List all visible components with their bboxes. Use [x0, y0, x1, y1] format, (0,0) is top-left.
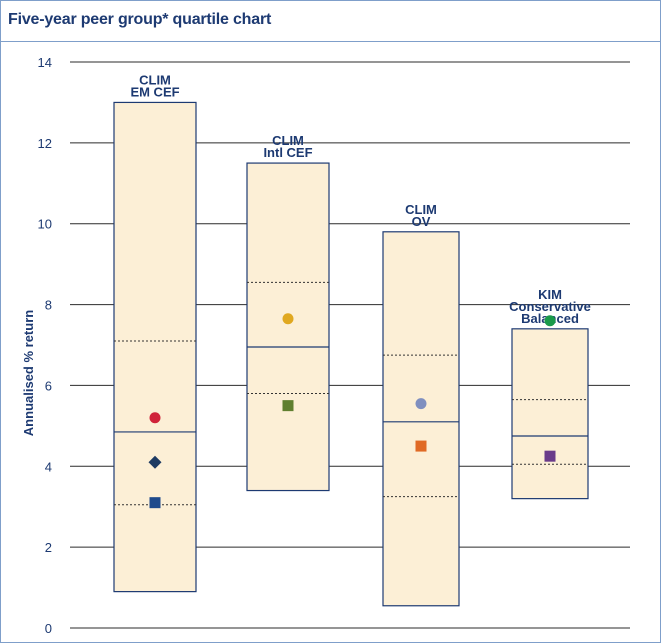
y-tick-label: 14 — [38, 55, 52, 70]
circle-marker — [149, 412, 161, 424]
fund-label: Intl CEF — [263, 145, 312, 160]
y-tick-label: 4 — [45, 459, 52, 474]
y-tick-label: 6 — [45, 378, 52, 393]
square-marker — [544, 450, 556, 462]
y-tick-label: 0 — [45, 621, 52, 636]
square-marker — [149, 497, 161, 509]
square-marker — [415, 440, 427, 452]
y-axis-label: Annualised % return — [21, 310, 36, 436]
circle-marker — [282, 313, 294, 325]
y-tick-label: 12 — [38, 136, 52, 151]
circle-marker — [544, 315, 556, 327]
fund-label: CLIM — [272, 133, 304, 148]
box-range — [246, 162, 330, 492]
fund-label: KIM — [538, 287, 562, 302]
diamond-marker — [148, 455, 162, 469]
y-tick-label: 2 — [45, 540, 52, 555]
fund-label: OV — [412, 214, 431, 229]
box-range — [113, 101, 197, 593]
fund-label: CLIM — [139, 72, 171, 87]
fund-label: Conservative — [509, 299, 591, 314]
box-range — [511, 328, 589, 500]
circle-marker — [415, 398, 427, 410]
y-tick-label: 8 — [45, 298, 52, 313]
square-marker — [282, 400, 294, 412]
fund-label: EM CEF — [130, 84, 179, 99]
title-divider — [0, 41, 661, 42]
box-range — [382, 231, 460, 607]
y-axis-ticks: 0 2 4 6 8 10 12 14 — [38, 55, 52, 636]
fund-label: CLIM — [405, 202, 437, 217]
chart-title: Five-year peer group* quartile chart — [8, 11, 272, 28]
quartile-box: KIMConservativeBalanced — [509, 287, 591, 500]
y-tick-label: 10 — [38, 217, 52, 232]
